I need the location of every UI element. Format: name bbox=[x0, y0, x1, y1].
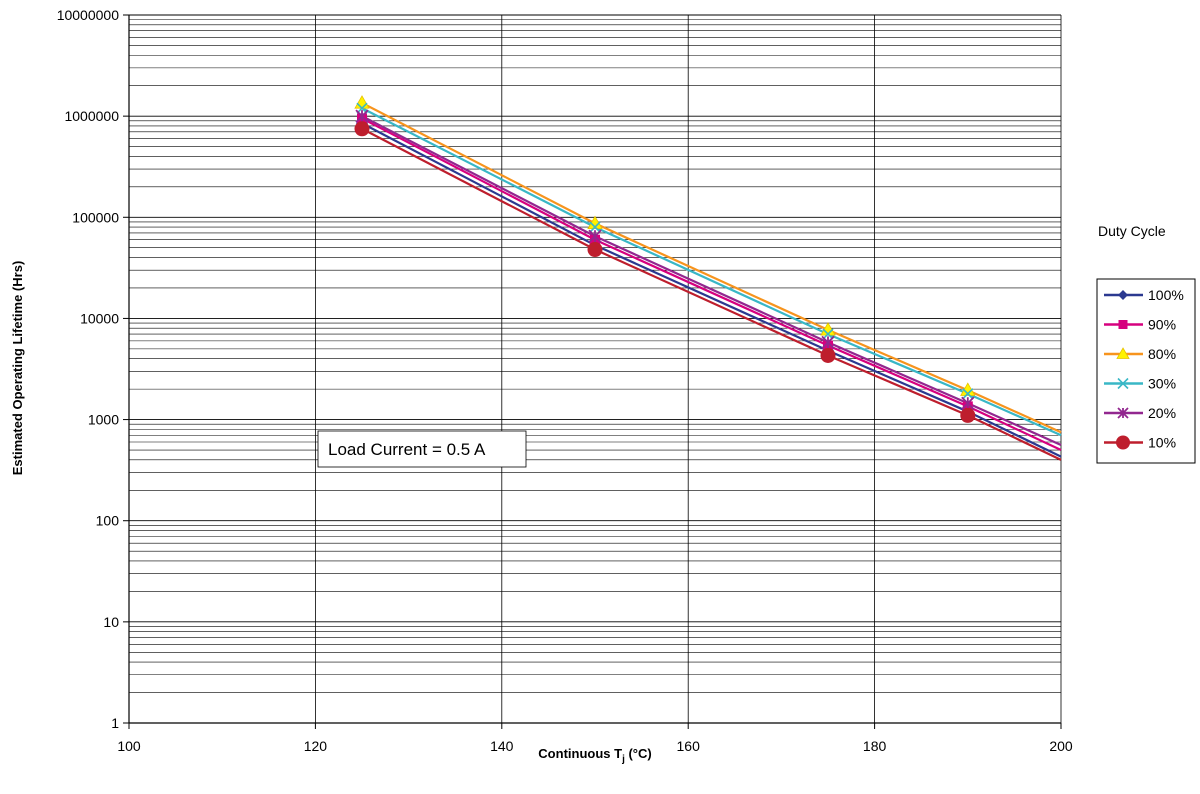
data-point-10pct bbox=[820, 348, 836, 364]
series-markers bbox=[354, 95, 976, 423]
annotation-text: Load Current = 0.5 A bbox=[328, 440, 486, 459]
annotation-frame bbox=[317, 430, 527, 468]
data-point-20pct bbox=[355, 109, 369, 123]
data-point-20pct bbox=[961, 396, 975, 410]
data-point-30pct bbox=[589, 221, 601, 233]
legend-label: 20% bbox=[1148, 405, 1176, 421]
legend-marker-90pct bbox=[1118, 320, 1128, 329]
legend-marker-10pct bbox=[1116, 435, 1130, 450]
legend-label: 30% bbox=[1148, 376, 1176, 392]
x-tick-label: 120 bbox=[304, 738, 328, 754]
y-tick-label: 10 bbox=[103, 614, 119, 630]
tick-labels: 1 10 100 1000 10000 100000 1000000 10000000 100 1… bbox=[57, 7, 1073, 754]
x-tick-label: 200 bbox=[1049, 738, 1073, 754]
x-axis-title-subscript: j bbox=[621, 754, 625, 765]
x-tick-label: 100 bbox=[117, 738, 141, 754]
plot-area bbox=[129, 15, 1061, 723]
y-tick-label: 1000000 bbox=[64, 108, 119, 124]
legend-frame bbox=[1096, 278, 1196, 464]
y-tick-label: 100 bbox=[96, 513, 120, 529]
y-axis-title: Estimated Operating Lifetime (Hrs) bbox=[10, 261, 25, 476]
data-point-10pct bbox=[354, 121, 370, 137]
legend-label: 100% bbox=[1148, 287, 1184, 303]
legend-label: 80% bbox=[1148, 346, 1176, 362]
data-point-30pct bbox=[356, 102, 368, 114]
legend-marker-80pct bbox=[1116, 347, 1130, 359]
x-tick-label: 140 bbox=[490, 738, 514, 754]
legend-label: 10% bbox=[1148, 435, 1176, 451]
x-axis-title-main: Continuous T bbox=[538, 746, 622, 761]
legend: 100% 90% 80% 30% 20% 10% bbox=[1096, 278, 1196, 464]
data-point-10pct bbox=[960, 407, 976, 423]
legend-marker-30pct bbox=[1117, 377, 1129, 390]
data-point-30pct bbox=[822, 328, 834, 340]
y-tick-label: 1 bbox=[111, 715, 119, 731]
x-axis-title: Continuous Tj (°C) bbox=[538, 746, 651, 765]
data-point-10pct bbox=[587, 242, 603, 258]
legend-title: Duty Cycle bbox=[1098, 223, 1166, 239]
grid-lines bbox=[128, 14, 1062, 724]
y-tick-label: 100000 bbox=[72, 209, 119, 225]
plot-background bbox=[129, 15, 1061, 723]
y-tick-label: 10000 bbox=[80, 310, 119, 326]
x-tick-label: 180 bbox=[863, 738, 887, 754]
legend-label: 90% bbox=[1148, 317, 1176, 333]
annotation-box: Load Current = 0.5 A bbox=[317, 430, 527, 468]
y-tick-label: 10000000 bbox=[57, 7, 120, 23]
x-axis-title-unit: (°C) bbox=[625, 746, 652, 761]
data-point-20pct bbox=[821, 335, 835, 349]
legend-marker-100pct bbox=[1118, 290, 1128, 300]
x-tick-label: 160 bbox=[677, 738, 701, 754]
y-tick-label: 1000 bbox=[88, 412, 119, 428]
data-point-30pct bbox=[962, 388, 974, 400]
data-point-20pct bbox=[588, 229, 602, 243]
axes bbox=[123, 14, 1062, 729]
legend-marker-20pct bbox=[1117, 407, 1129, 419]
